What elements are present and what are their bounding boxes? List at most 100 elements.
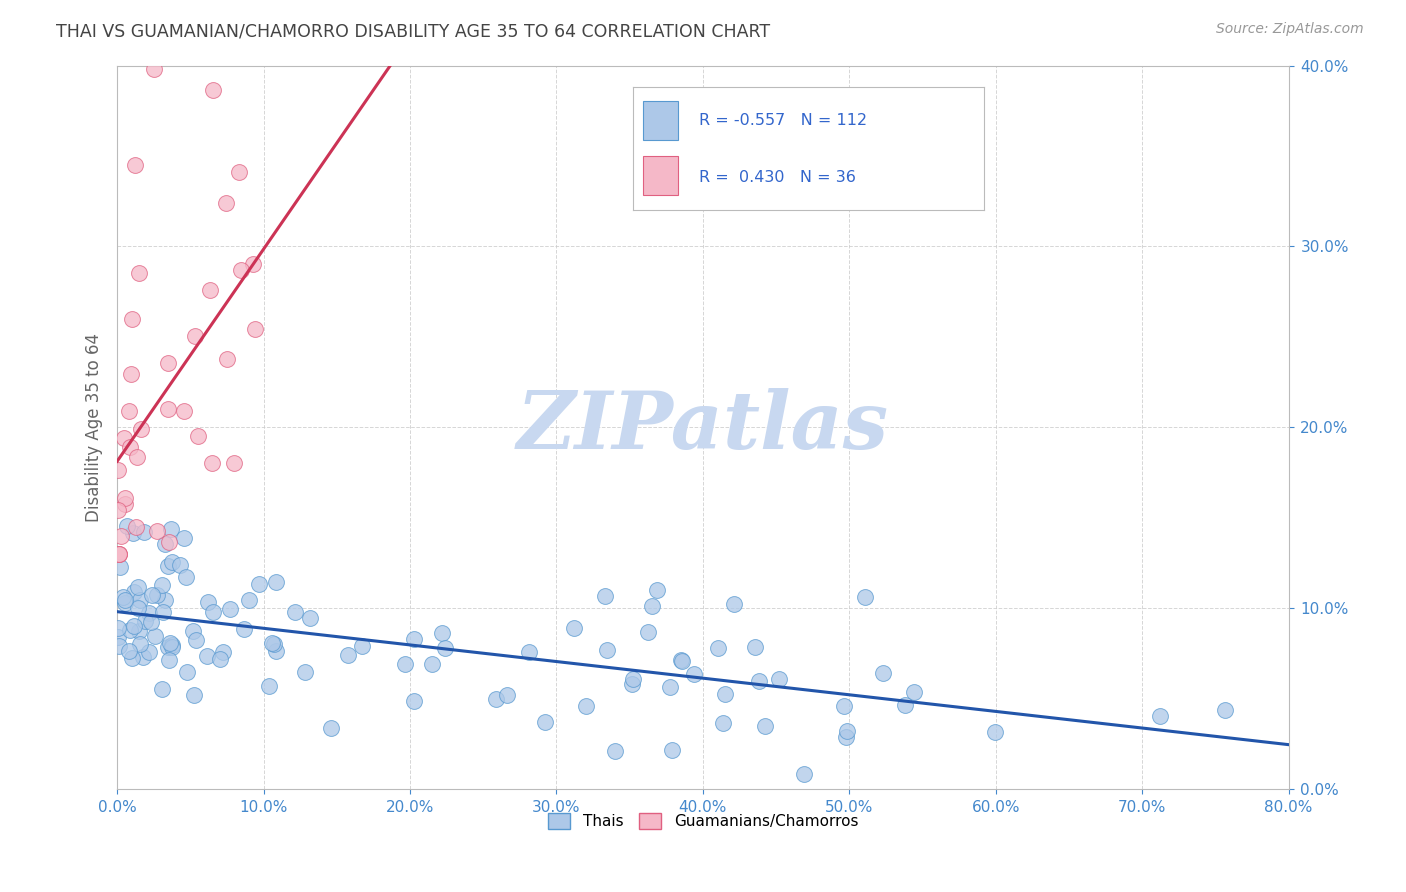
Legend: Thais, Guamanians/Chamorros: Thais, Guamanians/Chamorros <box>541 807 865 835</box>
Point <box>129 592 152 607</box>
Point <box>432 625 454 640</box>
Point <box>238 592 260 607</box>
Point <box>243 322 266 336</box>
Point <box>146 588 169 602</box>
Point <box>129 637 152 651</box>
Point <box>120 367 142 381</box>
Point <box>176 665 198 680</box>
Point <box>139 615 162 630</box>
Point <box>420 657 443 671</box>
Point <box>122 525 145 540</box>
Point <box>125 450 148 464</box>
Point <box>215 195 238 210</box>
Point <box>134 614 156 628</box>
Point <box>706 641 728 656</box>
Point <box>138 645 160 659</box>
Point <box>259 680 281 694</box>
Point <box>713 688 735 702</box>
Point <box>294 665 316 679</box>
Point <box>596 642 619 657</box>
Point <box>197 595 219 609</box>
Y-axis label: Disability Age 35 to 64: Disability Age 35 to 64 <box>86 333 103 522</box>
Point <box>218 601 240 615</box>
Point <box>641 599 664 614</box>
Point <box>169 558 191 572</box>
Point <box>242 257 264 271</box>
Point <box>118 404 141 418</box>
Point <box>183 624 205 638</box>
Point <box>132 649 155 664</box>
Point <box>156 640 179 654</box>
Point <box>621 672 644 686</box>
Point <box>233 622 256 636</box>
Text: Source: ZipAtlas.com: Source: ZipAtlas.com <box>1216 22 1364 37</box>
Point <box>157 402 180 417</box>
Point <box>152 605 174 619</box>
Point <box>984 724 1007 739</box>
Point <box>903 685 925 699</box>
Point <box>110 559 132 574</box>
Point <box>112 590 135 604</box>
Point <box>132 525 155 540</box>
Point <box>146 524 169 539</box>
Point <box>121 651 143 665</box>
Point <box>661 743 683 757</box>
Point <box>723 597 745 611</box>
Point <box>107 622 129 636</box>
Point <box>128 624 150 638</box>
Point <box>187 429 209 443</box>
Point <box>404 694 426 708</box>
Point <box>224 456 246 470</box>
Point <box>299 611 322 625</box>
Point <box>124 158 146 172</box>
Point <box>160 555 183 569</box>
Point <box>202 605 225 619</box>
Point <box>534 714 557 729</box>
Point <box>637 625 659 640</box>
Point <box>212 645 235 659</box>
Point <box>645 583 668 598</box>
Point <box>1149 708 1171 723</box>
Point <box>319 721 342 735</box>
Point <box>114 491 136 506</box>
Point <box>394 657 416 672</box>
Point <box>117 644 139 658</box>
Point <box>201 456 224 470</box>
Point <box>141 588 163 602</box>
Point <box>153 592 176 607</box>
Point <box>201 83 224 97</box>
Point <box>496 689 519 703</box>
Point <box>853 591 876 605</box>
Point <box>114 592 136 607</box>
Point <box>157 653 180 667</box>
Point <box>108 547 131 561</box>
Point <box>832 699 855 714</box>
Point <box>107 463 129 477</box>
Point <box>122 619 145 633</box>
Point <box>127 581 149 595</box>
Point <box>284 605 307 619</box>
Point <box>183 688 205 702</box>
Point <box>114 497 136 511</box>
Point <box>402 632 425 646</box>
Point <box>195 649 218 664</box>
Point <box>107 503 129 517</box>
Point <box>107 547 129 561</box>
Point <box>264 644 287 658</box>
Point <box>744 640 766 654</box>
Point <box>118 623 141 637</box>
Point <box>156 355 179 369</box>
Point <box>142 62 165 77</box>
Point <box>143 629 166 643</box>
Point <box>157 535 180 549</box>
Point <box>160 638 183 652</box>
Point <box>160 522 183 536</box>
Point <box>484 692 506 706</box>
Point <box>108 639 131 653</box>
Point <box>209 651 232 665</box>
Point <box>173 404 195 418</box>
Point <box>153 536 176 550</box>
Point <box>159 636 181 650</box>
Point <box>562 621 585 635</box>
Point <box>156 558 179 573</box>
